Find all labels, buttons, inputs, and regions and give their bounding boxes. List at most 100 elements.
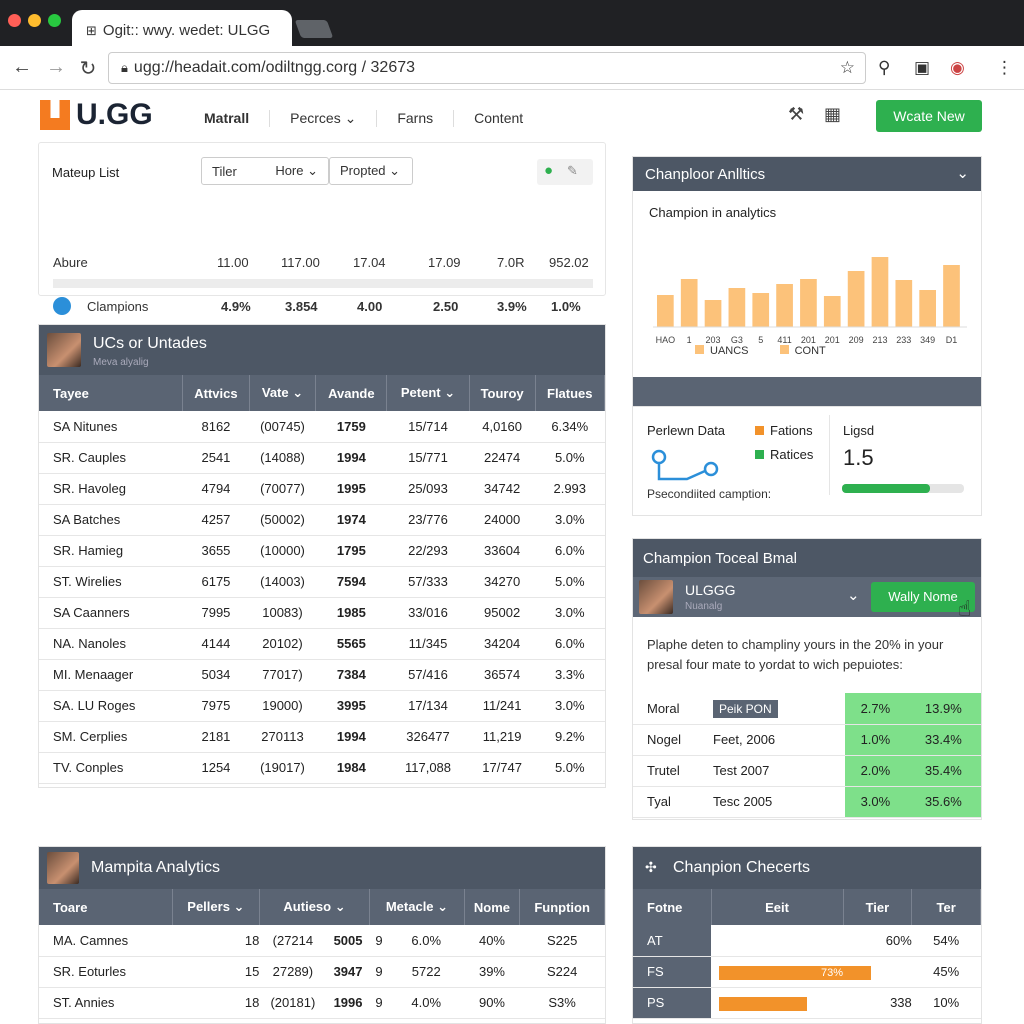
column-header[interactable]: Avande: [315, 375, 388, 411]
table-row[interactable]: MA. Camnes 18 (27214 5005 9 6.0% 40% S225: [39, 925, 605, 957]
table-cell: 6.0%: [535, 535, 605, 567]
reload-icon[interactable]: ↻: [79, 58, 97, 80]
column-header[interactable]: Ter: [911, 889, 981, 925]
nav-item-content[interactable]: Content: [474, 110, 524, 126]
table-row[interactable]: Tyal Tesc 2005 3.0% 35.6%: [633, 786, 981, 818]
column-header[interactable]: Metacle ⌄: [369, 889, 465, 925]
address-bar[interactable]: 🔒︎ ugg://headait.com/odiltngg.corg / 3267…: [108, 52, 866, 84]
wally-nome-button[interactable]: Wally Nome: [871, 582, 975, 612]
chart-bar[interactable]: [657, 295, 674, 327]
table-cell: 34742: [469, 473, 536, 505]
chart-bar[interactable]: [847, 271, 865, 327]
edit-icon[interactable]: ✎: [567, 163, 578, 178]
create-new-button[interactable]: Wcate New: [876, 100, 982, 132]
perlewn-title: Perlewn Data: [647, 423, 726, 438]
forward-arrow-icon[interactable]: →: [46, 56, 66, 78]
chart-bar[interactable]: [704, 300, 722, 327]
divider: [53, 279, 593, 288]
table-row[interactable]: Trutel Test 2007 2.0% 35.4%: [633, 755, 981, 787]
table-row[interactable]: FS 73% 45%: [633, 956, 981, 988]
maximize-window-button[interactable]: [48, 14, 61, 27]
nav-item-matrall[interactable]: Matrall: [204, 110, 271, 127]
column-header[interactable]: Tier: [843, 889, 913, 925]
bookmark-star-icon[interactable]: ☆: [839, 58, 855, 77]
table-cell: (19017): [249, 752, 316, 784]
table-row[interactable]: SA. LU Roges 7975 19000) 3995 17/134 11/241 3.…: [39, 690, 605, 722]
checkerts-header: ✣ Chanpion Checerts: [633, 847, 981, 889]
column-header[interactable]: Nome: [464, 889, 521, 925]
table-row[interactable]: SR. Cauples 2541 (14088) 1994 15/771 22474 5.0…: [39, 442, 605, 474]
table-cell: 40%: [464, 925, 520, 957]
menu-dots-icon[interactable]: ⋮: [996, 58, 1013, 77]
legend-label: UANCS: [710, 345, 749, 357]
tools-icon[interactable]: ⚒: [788, 104, 805, 124]
chart-bar[interactable]: [728, 288, 746, 327]
column-header[interactable]: Flatues: [535, 375, 606, 411]
table-cell: 8162: [182, 411, 250, 443]
table-row[interactable]: SA Batches 4257 (50002) 1974 23/776 24000 3.0%: [39, 504, 605, 536]
column-header[interactable]: Fotne: [633, 889, 712, 925]
chart-bar[interactable]: [752, 293, 770, 327]
cell-text: Nogel: [647, 732, 681, 747]
chevron-down-icon[interactable]: ⌄: [956, 165, 969, 182]
table-cell: 7975: [182, 690, 250, 722]
table-cell: MI. Menaager: [39, 659, 183, 691]
table-cell: 9: [369, 956, 389, 988]
column-header[interactable]: Funption: [519, 889, 605, 925]
search-icon[interactable]: ⚲: [878, 58, 891, 77]
chart-bar[interactable]: [776, 284, 793, 327]
propted-filter[interactable]: Propted ⌄: [329, 157, 413, 185]
cell-text: Tyal: [647, 794, 671, 809]
cell-text: Trutel: [647, 763, 680, 778]
column-header[interactable]: Petent ⌄: [386, 375, 470, 411]
column-header[interactable]: Attvics: [182, 375, 250, 411]
check-circle-icon[interactable]: ●: [544, 162, 554, 179]
table-row[interactable]: ST. Annies 18 (20181) 1996 9 4.0% 90% S3%: [39, 987, 605, 1019]
table-row[interactable]: SR. Havoleg 4794 (70077) 1995 25/093 34742 2.9…: [39, 473, 605, 505]
table-row[interactable]: NA. Nanoles 4144 20102) 5565 11/345 34204 6.0%: [39, 628, 605, 660]
chart-bar[interactable]: [895, 280, 913, 327]
profile-icon[interactable]: ◉: [950, 58, 965, 77]
grid-view-icon[interactable]: ▦: [824, 104, 842, 124]
nav-item-farns[interactable]: Farns: [397, 110, 455, 127]
table-cell: (14003): [249, 566, 316, 598]
table-row[interactable]: SR. Hamieg 3655 (10000) 1795 22/293 33604 6.0%: [39, 535, 605, 567]
browser-tab[interactable]: ⊞ Ogit:: wwy. wedet: ULGG: [72, 10, 292, 46]
column-header[interactable]: Vate ⌄: [249, 375, 317, 411]
extension-icon[interactable]: ▣: [914, 58, 931, 77]
column-header[interactable]: Eeit: [711, 889, 844, 925]
table-row[interactable]: Nogel Feet, 2006 1.0% 33.4%: [633, 724, 981, 756]
column-header[interactable]: Pellers ⌄: [172, 889, 260, 925]
table-row[interactable]: AT 60% 54%: [633, 925, 981, 957]
column-header[interactable]: Tayee: [39, 375, 184, 411]
chart-bar[interactable]: [823, 296, 841, 327]
table-row[interactable]: SM. Cerplies 2181 270113 1994 326477 11,219 9.…: [39, 721, 605, 753]
chevron-down-icon[interactable]: ⌄: [847, 587, 860, 604]
chart-bar[interactable]: [800, 279, 817, 327]
table-row[interactable]: ST. Wirelies 6175 (14003) 7594 57/333 34270 5.…: [39, 566, 605, 598]
column-header[interactable]: Autieso ⌄: [259, 889, 371, 925]
chart-bar[interactable]: [680, 279, 698, 327]
table-row[interactable]: TV. Conples 1254 (19017) 1984 117,088 17/747 5…: [39, 752, 605, 784]
table-row[interactable]: SR. Eoturles 15 27289) 3947 9 5722 39% S224: [39, 956, 605, 988]
close-window-button[interactable]: [8, 14, 21, 27]
back-arrow-icon[interactable]: ←: [12, 56, 32, 78]
table-row[interactable]: Moral Peik PON 2.7% 13.9%: [633, 693, 981, 725]
table-row[interactable]: SA Nitunes 8162 (00745) 1759 15/714 4,0160 6.3…: [39, 411, 605, 443]
cell-text: 1.0%: [860, 732, 891, 747]
new-tab-button[interactable]: [294, 20, 334, 38]
logo[interactable]: U.GG: [40, 98, 153, 132]
column-header[interactable]: Touroy: [469, 375, 536, 411]
chart-bar[interactable]: [919, 290, 936, 327]
column-header[interactable]: Toare: [39, 889, 173, 925]
table-cell: 11/345: [386, 628, 470, 660]
minimize-window-button[interactable]: [28, 14, 41, 27]
nav-item-pecrces[interactable]: Pecrces ⌄: [290, 110, 378, 127]
table-row[interactable]: PS 338 10%: [633, 987, 981, 1019]
tier-filter[interactable]: Tiler Hore ⌄: [201, 157, 329, 185]
x-tick-label: 1: [687, 335, 692, 345]
table-row[interactable]: SA Caanners 7995 10083) 1985 33/016 95002 3.0%: [39, 597, 605, 629]
chart-bar[interactable]: [943, 265, 960, 327]
chart-bar[interactable]: [871, 257, 889, 327]
table-row[interactable]: MI. Menaager 5034 77017) 7384 57/416 36574 3.3…: [39, 659, 605, 691]
